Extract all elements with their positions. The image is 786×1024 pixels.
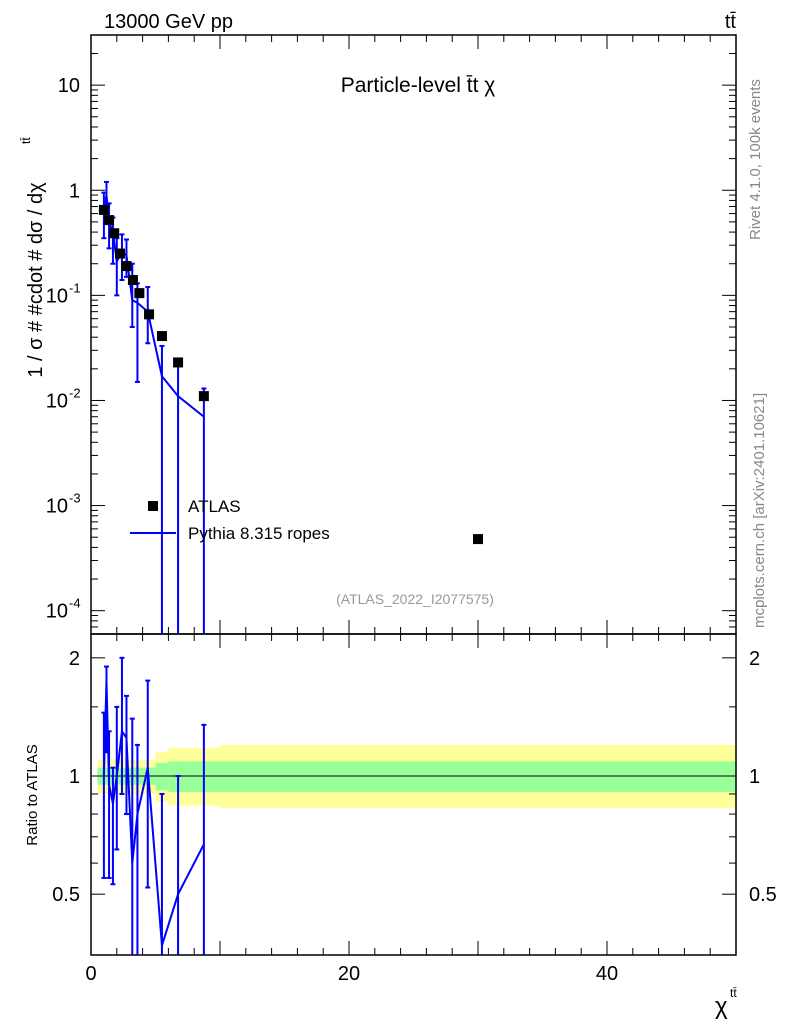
data-point bbox=[127, 275, 138, 286]
data-point bbox=[144, 309, 155, 320]
ratio-band-inner bbox=[155, 762, 169, 791]
legend-data-label: ATLAS bbox=[188, 497, 241, 516]
x-tick-label: 0 bbox=[85, 963, 96, 985]
main-ytick-label: 10 bbox=[46, 496, 68, 518]
ratio-ytick-label: 0.5 bbox=[52, 884, 80, 906]
data-point bbox=[134, 288, 145, 299]
data-point bbox=[109, 228, 120, 239]
data-point bbox=[121, 261, 132, 272]
data-point bbox=[104, 215, 115, 226]
main-frame bbox=[90, 34, 737, 635]
energy-label: 13000 GeV pp bbox=[104, 11, 233, 33]
x-tick-label: 40 bbox=[596, 963, 618, 985]
ratio-mc-line bbox=[102, 680, 205, 946]
ratio-ylabel: Ratio to ATLAS bbox=[24, 744, 41, 845]
source-label: mcplots.cern.ch [arXiv:2401.10621] bbox=[751, 393, 768, 628]
main-ytick-label: 10 bbox=[46, 390, 68, 412]
main-ylabel: 1 / σ # #cdot # dσ / dχ bbox=[25, 182, 47, 378]
main-ytick-exponent: -3 bbox=[69, 491, 81, 506]
main-ytick-exponent: -4 bbox=[69, 596, 81, 611]
ratio-ytick-label-right: 1 bbox=[749, 766, 760, 788]
ratio-ytick-label-right: 0.5 bbox=[749, 884, 777, 906]
analysis-label: (ATLAS_2022_I2077575) bbox=[336, 591, 494, 607]
ratio-panel bbox=[90, 634, 737, 955]
main-ytick-label: 10 bbox=[46, 601, 68, 623]
main-ylabel-sup: tt̄ bbox=[19, 137, 33, 144]
data-point bbox=[115, 248, 126, 259]
main-ytick-label: 1 bbox=[69, 180, 80, 202]
ratio-ytick-label-right: 2 bbox=[749, 648, 760, 670]
process-label: tt̄ bbox=[725, 11, 737, 33]
ratio-band-inner bbox=[220, 761, 736, 793]
main-ytick-exponent: -2 bbox=[69, 385, 81, 400]
main-ytick-label: 10 bbox=[58, 75, 80, 97]
x-axis-label-sup: tt̄ bbox=[730, 986, 737, 1000]
data-point bbox=[473, 534, 483, 545]
legend-data-marker bbox=[148, 501, 158, 511]
x-tick-label: 20 bbox=[338, 963, 360, 985]
data-point bbox=[156, 331, 167, 342]
ratio-frame bbox=[90, 633, 737, 956]
data-point bbox=[198, 391, 209, 402]
data-point bbox=[98, 204, 109, 215]
x-axis-label: χ bbox=[715, 993, 728, 1020]
main-title: Particle-level t̄t χ bbox=[341, 74, 496, 97]
main-ytick-exponent: -1 bbox=[69, 280, 81, 295]
main-panel bbox=[90, 34, 737, 635]
ratio-ytick-label: 1 bbox=[69, 766, 80, 788]
data-point bbox=[173, 357, 184, 368]
legend-mc-label: Pythia 8.315 ropes bbox=[188, 524, 330, 543]
ratio-ytick-label: 2 bbox=[69, 648, 80, 670]
rivet-label: Rivet 4.1.0, 100k events bbox=[747, 79, 764, 240]
main-ytick-label: 10 bbox=[46, 285, 68, 307]
